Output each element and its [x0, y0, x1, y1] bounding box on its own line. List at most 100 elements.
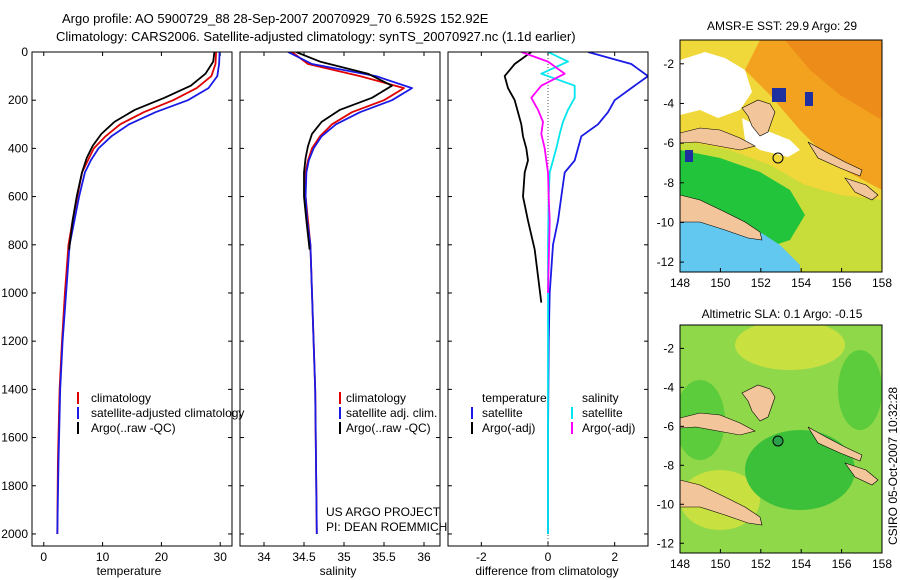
- sla-low-region: [838, 350, 882, 430]
- map-y-tick-label: -10: [657, 497, 675, 511]
- series-argo-raw-qc: [68, 52, 216, 250]
- map-x-tick-label: 156: [832, 557, 852, 571]
- series-satellite-adj-clim: [287, 52, 413, 535]
- sla-map-axes: 148 150 152 154 156 158 -2 -4 -6 -8 -10 -12: [657, 341, 893, 571]
- legend-header-salinity: salinity: [582, 391, 619, 405]
- y-tick-label: 600: [8, 190, 28, 204]
- map-y-tick-label: -6: [663, 419, 674, 433]
- sst-argo-marker: [772, 152, 784, 164]
- legend-label-argo: Argo(..raw -QC): [91, 421, 176, 435]
- sla-map-frame: [679, 324, 883, 554]
- series-satellite-adjusted-climatology: [56, 52, 221, 535]
- sst-map-title: AMSR-E SST: 29.9 Argo: 29: [707, 19, 857, 33]
- map-x-tick-label: 154: [791, 557, 811, 571]
- sst-cool-region: [680, 212, 800, 272]
- map-x-tick-label: 156: [832, 276, 852, 290]
- series-argo-adj-temperature: [503, 52, 543, 303]
- map-y-tick-label: -12: [657, 536, 675, 550]
- legend-label-argo-temperature: Argo(-adj): [482, 421, 535, 435]
- series-argo-raw-qc: [295, 52, 393, 250]
- y-tick-label: 400: [8, 141, 28, 155]
- x-tick-label: 20: [155, 550, 169, 564]
- sla-argo-marker: [772, 435, 784, 447]
- sla-land-new-britain: [680, 412, 756, 436]
- legend-label-satellite: satellite adj. clim.: [346, 406, 437, 420]
- y-tick-label: 1000: [1, 286, 28, 300]
- x-tick-label: 10: [96, 550, 110, 564]
- series-satellite-salinity: [540, 52, 576, 534]
- map-y-tick-label: -6: [663, 136, 674, 150]
- map-y-tick-label: -12: [657, 255, 675, 269]
- sst-land-png: [680, 194, 763, 241]
- difference-lines: [503, 52, 648, 546]
- map-x-tick-label: 148: [670, 557, 690, 571]
- x-tick-label: -2: [476, 550, 487, 564]
- sst-land-new-britain: [680, 127, 756, 151]
- x-tick-label: 34: [257, 550, 271, 564]
- sst-land-bougainville: [807, 141, 863, 177]
- x-tick-label: 30: [214, 550, 228, 564]
- temperature-lines: [56, 52, 221, 535]
- salinity-frame: [239, 51, 441, 547]
- sla-land-bougainville: [807, 426, 863, 462]
- temperature-axes: 0 10 20 30 0 200 400 600 800 1000 1200 1400 1600 1800…: [1, 45, 232, 564]
- timestamp: CSIRO 05-Oct-2007 10:32:28: [886, 387, 900, 545]
- x-tick-label: 35.5: [372, 550, 396, 564]
- y-tick-label: 1400: [1, 382, 28, 396]
- sst-missing-data: [680, 52, 752, 118]
- sst-map-axes: 148 150 152 154 156 158 -2 -4 -6 -8 -10 -12: [657, 57, 893, 290]
- map-y-tick-label: -2: [663, 57, 674, 71]
- map-y-tick-label: -4: [663, 380, 674, 394]
- legend-label-argo-salinity: Argo(-adj): [582, 421, 635, 435]
- y-tick-label: 1800: [1, 479, 28, 493]
- series-argo-adj-salinity: [520, 52, 566, 294]
- map-x-tick-label: 150: [710, 557, 730, 571]
- difference-xlabel: difference from climatology: [475, 564, 618, 578]
- salinity-axes: 34 34.5 35 35.5 36: [240, 51, 440, 564]
- x-tick-label: 35: [337, 550, 351, 564]
- figure-title-line1: Argo profile: AO 5900729_88 28-Sep-2007 …: [62, 11, 489, 26]
- salinity-legend: climatology satellite adj. clim. Argo(..…: [339, 391, 437, 435]
- legend-label-climatology: climatology: [91, 391, 151, 405]
- sla-land-solomons: [844, 462, 879, 486]
- map-y-tick-label: -4: [663, 96, 674, 110]
- map-y-tick-label: -2: [663, 341, 674, 355]
- sst-warmest-region: [785, 40, 882, 120]
- temperature-xlabel: temperature: [97, 564, 162, 578]
- series-climatology: [56, 52, 217, 535]
- y-tick-label: 1600: [1, 431, 28, 445]
- sst-cold-pixel: [805, 92, 813, 106]
- sla-map: [680, 325, 882, 553]
- y-tick-label: 2000: [1, 527, 28, 541]
- x-tick-label: 2: [611, 550, 618, 564]
- sst-map: [680, 40, 882, 272]
- y-tick-label: 1200: [1, 334, 28, 348]
- x-tick-label: 0: [545, 550, 552, 564]
- salinity-xlabel: salinity: [320, 564, 357, 578]
- sla-map-title: Altimetric SLA: 0.1 Argo: -0.15: [702, 307, 863, 321]
- map-x-tick-label: 150: [710, 276, 730, 290]
- difference-legend: temperature satellite Argo(-adj) salinit…: [471, 391, 635, 435]
- sst-land-new-ireland: [741, 99, 776, 137]
- sst-cold-pixel: [772, 88, 786, 102]
- series-climatology: [291, 52, 405, 535]
- sst-land-solomons: [844, 177, 879, 201]
- map-x-tick-label: 152: [751, 276, 771, 290]
- temperature-frame: [31, 51, 233, 547]
- credit-project: US ARGO PROJECT: [326, 505, 441, 519]
- legend-label-satellite: satellite-adjusted climatology: [91, 406, 244, 420]
- map-x-tick-label: 158: [872, 276, 892, 290]
- map-y-tick-label: -8: [663, 176, 674, 190]
- map-y-tick-label: -10: [657, 215, 675, 229]
- legend-label-argo: Argo(..raw -QC): [346, 421, 431, 435]
- figure-title-line2: Climatology: CARS2006. Satellite-adjuste…: [56, 29, 576, 44]
- sla-high-region: [735, 325, 845, 370]
- legend-label-sat-temperature: satellite: [482, 406, 523, 420]
- difference-frame: [447, 51, 649, 547]
- map-x-tick-label: 154: [791, 276, 811, 290]
- map-y-tick-label: -8: [663, 458, 674, 472]
- y-tick-label: 200: [8, 93, 28, 107]
- x-tick-label: 34.5: [292, 550, 316, 564]
- sla-land-new-ireland: [741, 384, 776, 422]
